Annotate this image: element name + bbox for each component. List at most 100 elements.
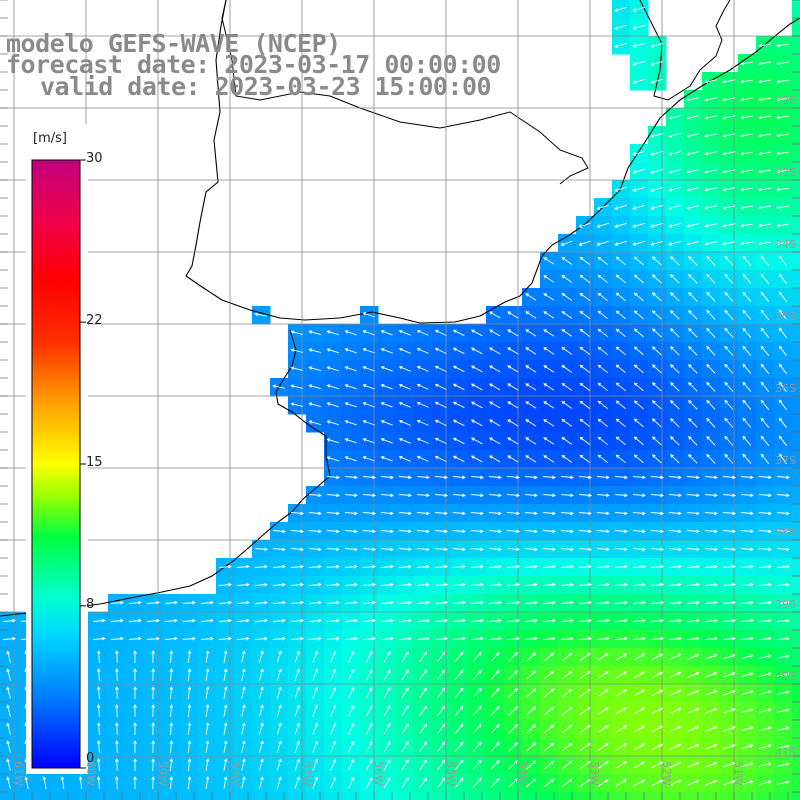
wind-arrow [614, 24, 627, 30]
longitude-label: 54W [515, 761, 529, 786]
wind-arrow [241, 650, 246, 663]
wind-arrow [614, 475, 628, 480]
wind-arrow [562, 688, 573, 698]
wind-cell [792, 468, 800, 487]
wind-arrow [760, 273, 770, 284]
wind-arrow [777, 726, 790, 731]
wind-arrow [6, 758, 11, 771]
wind-arrow [614, 493, 628, 498]
wind-arrow [488, 347, 501, 355]
wind-cell [72, 792, 91, 800]
wind-arrow [778, 417, 787, 429]
wind-arrow [614, 547, 628, 552]
wind-arrow [686, 205, 699, 210]
wind-arrow [633, 671, 646, 679]
wind-arrow [597, 364, 608, 374]
wind-arrow [164, 636, 178, 641]
wind-arrow [758, 133, 771, 138]
wind-arrow [562, 652, 573, 662]
wind-arrow [740, 115, 753, 120]
wind-arrow [778, 453, 787, 465]
wind-arrow [434, 618, 448, 623]
wind-arrow [706, 273, 716, 284]
wind-arrow [525, 383, 537, 391]
wind-arrow [182, 636, 196, 641]
wind-arrow [205, 704, 210, 717]
wind-arrow [633, 436, 644, 446]
wind-arrow [633, 454, 644, 464]
wind-cell [792, 378, 800, 397]
valid-date: valid date: 2023-03-23 15:00:00 [40, 72, 492, 101]
wind-arrow [760, 381, 770, 392]
wind-arrow [722, 205, 735, 210]
wind-arrow [561, 292, 573, 301]
wind-arrow [722, 241, 735, 246]
wind-arrow [308, 529, 322, 534]
wind-arrow [742, 345, 752, 356]
wind-cell [792, 54, 800, 73]
wind-arrow [560, 240, 573, 246]
wind-arrow [525, 347, 537, 355]
wind-arrow [597, 436, 608, 446]
wind-arrow [651, 382, 662, 392]
wind-arrow [272, 618, 286, 623]
wind-arrow [614, 186, 627, 192]
wind-arrow [151, 668, 155, 682]
wind-arrow [241, 722, 246, 735]
wind-arrow [416, 383, 429, 390]
wind-cell [792, 18, 800, 37]
wind-arrow [560, 547, 574, 552]
wind-arrow [633, 364, 644, 374]
wind-arrow [164, 618, 178, 623]
wind-arrow [151, 686, 155, 700]
wind-arrow [254, 636, 268, 641]
wind-arrow [472, 687, 482, 698]
wind-arrow [615, 761, 627, 769]
wind-arrow [632, 475, 646, 480]
wind-arrow [741, 744, 754, 750]
wind-arrow [290, 330, 303, 335]
wind-arrow [326, 636, 340, 641]
wind-arrow [452, 600, 466, 605]
wind-arrow [669, 725, 682, 732]
wind-arrow [543, 275, 555, 283]
wind-arrow [362, 547, 376, 552]
wind-arrow [651, 707, 664, 715]
wind-cell [792, 342, 800, 361]
wind-arrow [543, 365, 555, 373]
wind-arrow [542, 600, 556, 605]
wind-arrow [133, 758, 137, 771]
wind-arrow [542, 547, 556, 552]
wind-arrow [686, 115, 699, 120]
wind-cell [324, 792, 343, 800]
wind-arrow [706, 381, 716, 392]
wind-arrow [650, 618, 664, 623]
wind-cell [36, 792, 55, 800]
wind-arrow [651, 689, 664, 697]
wind-arrow [223, 686, 228, 699]
wind-arrow [776, 223, 789, 228]
wind-arrow [506, 493, 520, 498]
wind-cell [162, 792, 181, 800]
wind-arrow [758, 475, 772, 480]
wind-arrow [722, 493, 736, 498]
wind-arrow [704, 205, 717, 210]
wind-arrow [579, 310, 591, 319]
wind-arrow [578, 600, 592, 605]
wind-arrow [614, 204, 627, 210]
wind-arrow [416, 365, 429, 372]
wind-arrow [542, 618, 556, 623]
wind-arrow [344, 529, 358, 534]
wind-arrow [326, 366, 339, 372]
wind-arrow [578, 618, 592, 623]
wind-arrow [579, 778, 591, 787]
wind-cell [18, 792, 37, 800]
wind-arrow [651, 346, 662, 356]
wind-arrow [686, 511, 700, 516]
wind-arrow [777, 780, 790, 785]
wind-arrow [128, 618, 142, 623]
wind-arrow [151, 650, 155, 664]
wind-arrow [578, 564, 592, 569]
wind-cell [792, 432, 800, 451]
